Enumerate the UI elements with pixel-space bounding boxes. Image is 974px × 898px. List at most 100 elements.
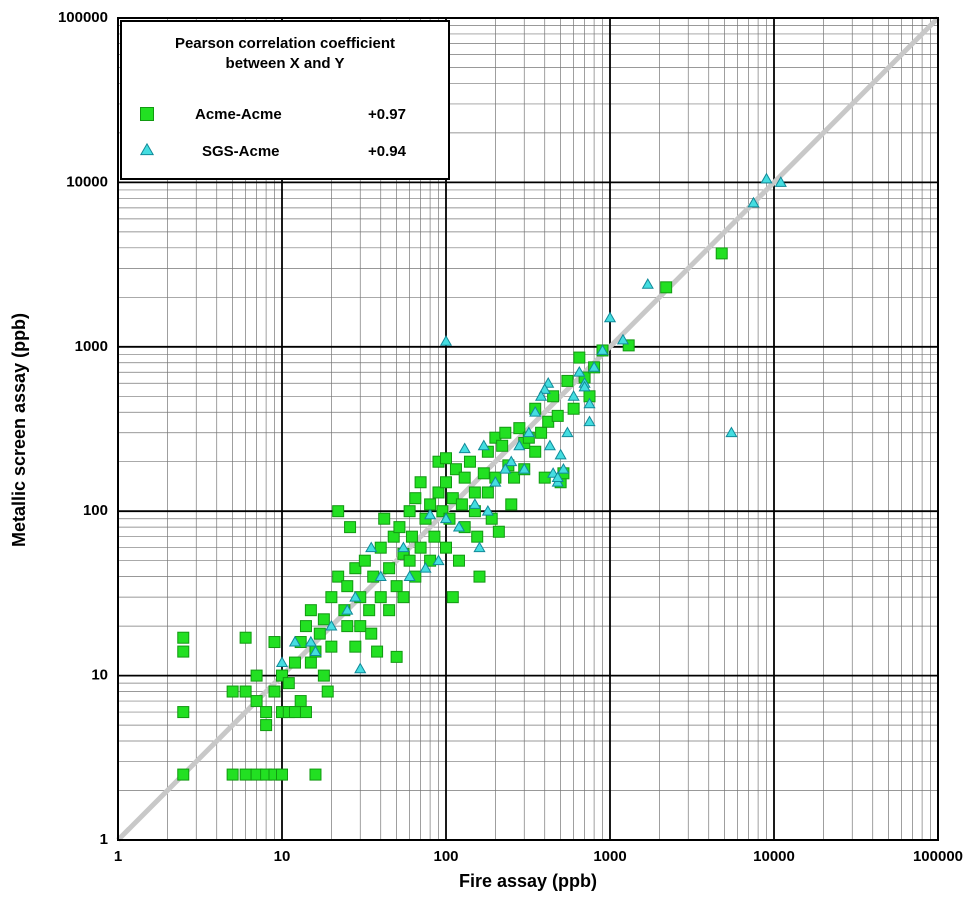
point (304, 656, 317, 669)
point (583, 415, 596, 427)
point (288, 656, 301, 669)
point (371, 645, 384, 658)
point (332, 570, 345, 583)
legend-title: between X and Y (226, 55, 345, 72)
point (496, 439, 509, 452)
point (543, 439, 556, 451)
point (354, 662, 367, 674)
point (440, 452, 452, 465)
point (349, 590, 362, 602)
point (374, 591, 387, 604)
point (317, 613, 330, 626)
point (260, 719, 273, 732)
point (596, 344, 609, 355)
point (471, 530, 484, 543)
point (573, 366, 586, 377)
point (473, 570, 486, 583)
y-tick-label: 1 (100, 831, 108, 848)
point (458, 471, 471, 484)
point (583, 397, 596, 409)
point (325, 640, 338, 653)
point (397, 591, 410, 604)
point (409, 492, 422, 505)
point (499, 426, 512, 439)
point (473, 541, 486, 553)
point (554, 448, 567, 460)
point (567, 402, 580, 415)
point (513, 439, 526, 451)
point (374, 541, 387, 554)
point (275, 656, 289, 668)
point (288, 635, 302, 647)
point (424, 498, 437, 511)
legend-label: Acme-Acme (195, 106, 282, 123)
point (458, 442, 471, 454)
point (567, 390, 580, 401)
x-tick-label: 1000 (593, 848, 626, 865)
point (226, 685, 239, 698)
point (414, 541, 427, 554)
point (616, 333, 630, 345)
point (260, 706, 273, 719)
point (313, 627, 326, 640)
point (489, 476, 502, 487)
point (446, 492, 459, 505)
point (309, 768, 322, 781)
legend: Pearson correlation coefficient between … (120, 20, 450, 180)
point (481, 504, 494, 516)
plot-frame (117, 17, 939, 841)
point (341, 620, 354, 633)
point (432, 554, 445, 566)
point (588, 361, 601, 372)
point (365, 541, 378, 553)
point (725, 426, 738, 438)
legend-box (120, 20, 450, 180)
point (481, 445, 494, 458)
legend-marker (140, 107, 154, 121)
point (529, 405, 542, 417)
point (573, 351, 586, 364)
point (481, 486, 494, 499)
point (449, 463, 462, 476)
point (508, 471, 521, 484)
point (440, 476, 452, 489)
point (239, 685, 252, 698)
point (177, 706, 190, 719)
point (250, 695, 263, 708)
point (393, 521, 406, 534)
point (304, 635, 317, 647)
x-tick-label: 1 (114, 848, 122, 865)
point (518, 463, 531, 474)
point (561, 374, 574, 387)
point (309, 645, 322, 656)
point (250, 669, 263, 682)
point (177, 631, 190, 644)
point (505, 455, 518, 467)
point (226, 768, 239, 781)
point (499, 463, 512, 474)
point (268, 685, 281, 698)
legend-correlation: +0.94 (368, 143, 407, 160)
point (578, 380, 591, 392)
point (177, 645, 190, 658)
point (463, 455, 476, 468)
point (177, 768, 190, 781)
point (551, 409, 564, 422)
point (715, 247, 728, 260)
point (299, 706, 312, 719)
point (288, 706, 301, 719)
point (622, 339, 635, 352)
legend-marker (139, 142, 155, 156)
point (538, 383, 551, 394)
point (403, 570, 416, 582)
point (436, 505, 449, 518)
point (383, 604, 396, 617)
point (321, 685, 334, 698)
point (513, 422, 526, 435)
point (344, 521, 357, 534)
point (332, 505, 345, 518)
point (419, 561, 432, 573)
point (390, 580, 403, 593)
point (468, 498, 481, 509)
